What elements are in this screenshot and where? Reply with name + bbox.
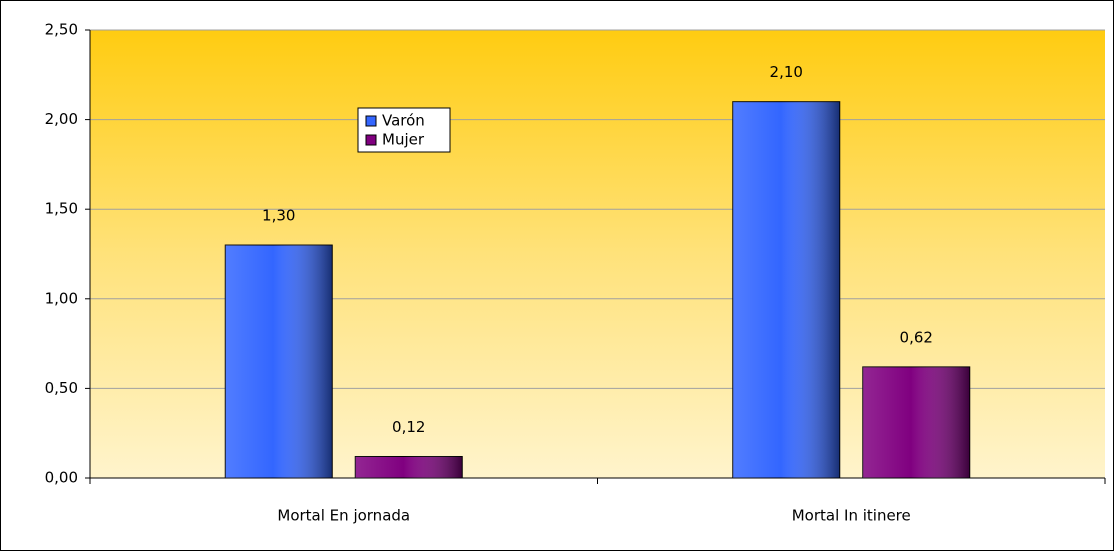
value-label: 1,30	[262, 207, 295, 225]
y-tick-label: 0,00	[45, 469, 78, 487]
legend-swatch	[365, 115, 377, 127]
x-tick-label: Mortal In itinere	[792, 507, 911, 525]
y-tick-label: 1,50	[45, 200, 78, 218]
x-tick-label: Mortal En jornada	[277, 507, 410, 525]
y-tick-label: 2,00	[45, 110, 78, 128]
legend-label: Varón	[382, 112, 425, 130]
y-tick-label: 0,50	[45, 379, 78, 397]
bar	[354, 455, 463, 479]
bar	[224, 244, 333, 479]
legend-label: Mujer	[382, 131, 425, 149]
value-label: 0,62	[900, 328, 933, 346]
value-label: 2,10	[770, 63, 803, 81]
bar	[732, 101, 841, 479]
bar	[862, 366, 971, 479]
legend-swatch	[365, 134, 377, 146]
y-tick-label: 1,00	[45, 289, 78, 307]
value-label: 0,12	[392, 418, 425, 436]
y-tick-label: 2,50	[45, 21, 78, 39]
